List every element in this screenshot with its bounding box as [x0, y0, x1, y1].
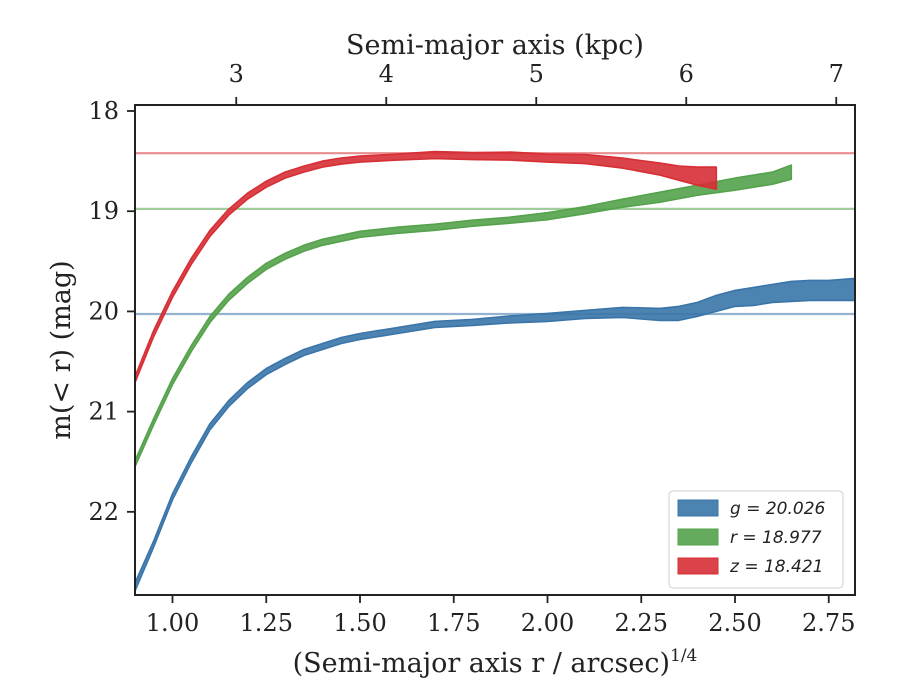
x-tick-label: 2.50 — [708, 609, 761, 637]
x-tick-label: 1.75 — [427, 609, 480, 637]
x-axis-title: (Semi-major axis r / arcsec)1/4 — [293, 646, 698, 679]
x2-tick-label: 6 — [679, 60, 694, 88]
legend-label-g: g = 20.026 — [730, 499, 826, 519]
y-tick-label: 19 — [88, 197, 119, 225]
x2-tick-label: 4 — [379, 60, 394, 88]
legend-swatch-z — [677, 557, 719, 575]
x2-tick-label: 7 — [829, 60, 844, 88]
x2-tick-label: 3 — [229, 60, 244, 88]
y-tick-label: 21 — [88, 398, 119, 426]
y-tick-label: 20 — [88, 297, 119, 325]
x2-axis-title: Semi-major axis (kpc) — [346, 30, 644, 61]
series-r — [134, 164, 855, 468]
legend-label-r: r = 18.977 — [730, 528, 822, 548]
series-z — [134, 150, 855, 384]
band-r — [134, 164, 793, 468]
plot-frame — [134, 104, 856, 596]
y-tick-label: 22 — [88, 498, 119, 526]
x-tick-label: 1.00 — [146, 609, 199, 637]
x-tick-label: 2.75 — [802, 609, 855, 637]
legend-swatch-g — [677, 499, 719, 517]
legend: g = 20.026 r = 18.977 z = 18.421 — [668, 490, 844, 589]
band-z — [134, 150, 718, 384]
x-tick-label: 1.50 — [333, 609, 386, 637]
x-tick-label: 2.00 — [521, 609, 574, 637]
x2-tick-label: 5 — [529, 60, 544, 88]
y-tick-label: 18 — [88, 97, 119, 125]
legend-swatch-r — [677, 528, 719, 546]
x-tick-label: 1.25 — [240, 609, 293, 637]
y-axis-title: m(< r) (mag) — [46, 260, 77, 439]
legend-label-z: z = 18.421 — [729, 557, 823, 577]
x-tick-label: 2.25 — [615, 609, 668, 637]
